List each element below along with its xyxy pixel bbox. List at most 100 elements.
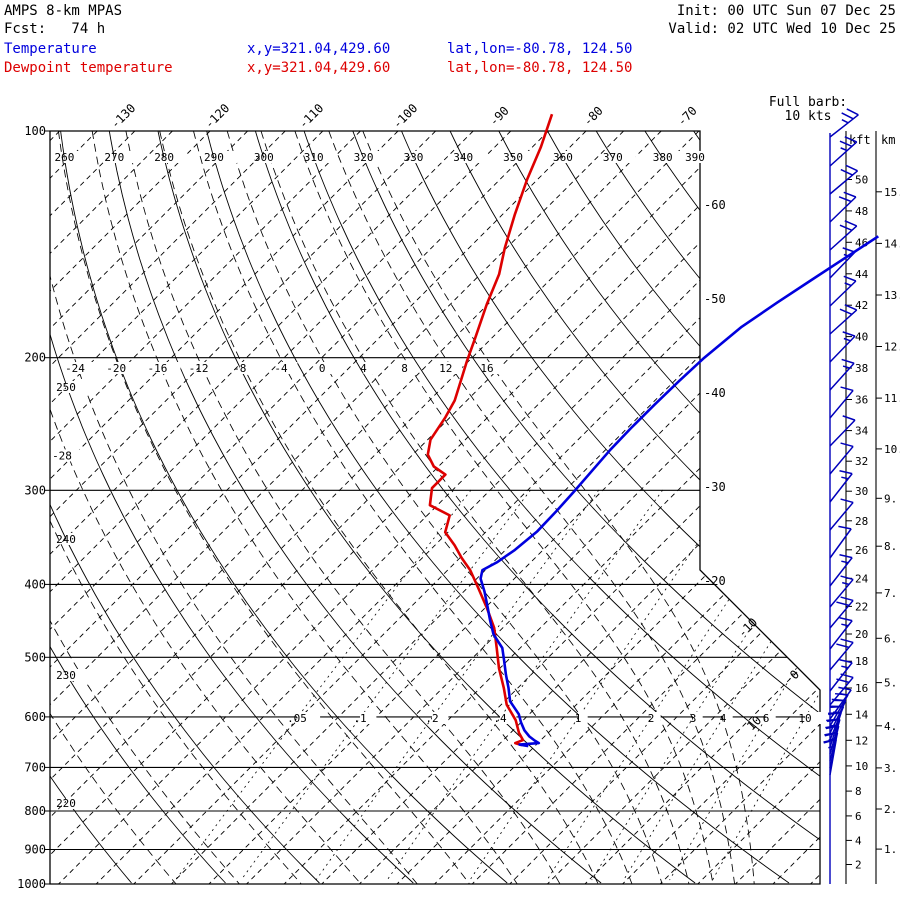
- thetaw-label: 8: [401, 362, 408, 375]
- pressure-tick-label: 200: [24, 351, 46, 365]
- temperature-legend-label: Temperature: [4, 41, 97, 57]
- mixing-ratio-label: 3: [690, 712, 697, 725]
- km-tick-label: 5.: [884, 677, 897, 690]
- isotherm-label-right: -30: [704, 480, 726, 494]
- isotherm-label-top: -90: [487, 104, 512, 129]
- kft-tick-label: 4: [855, 834, 862, 847]
- kft-tick-label: 16: [855, 682, 868, 695]
- thetaw-label: 0: [319, 362, 326, 375]
- theta-label-top: 290: [204, 151, 224, 164]
- km-tick-label: 7.: [884, 587, 897, 600]
- kft-tick-label: 12: [855, 734, 868, 747]
- km-tick-label: 12.: [884, 341, 900, 354]
- barb-legend-line2: 10 kts: [784, 109, 832, 124]
- pressure-tick-label: 1000: [17, 877, 46, 891]
- fcst-hour: Fcst: 74 h: [4, 21, 106, 37]
- pressure-tick-label: 900: [24, 843, 46, 857]
- dewpoint-latlon: lat,lon=-80.78, 124.50: [447, 60, 633, 76]
- km-tick-label: 4.: [884, 720, 897, 733]
- theta-label-top: 300: [254, 151, 274, 164]
- mixing-ratio-label: 6: [763, 712, 770, 725]
- kft-tick-label: 26: [855, 544, 868, 557]
- mixing-ratio-label: .4: [493, 712, 507, 725]
- kft-tick-label: 28: [855, 515, 868, 528]
- kft-tick-label: 20: [855, 628, 868, 641]
- km-tick-label: 3.: [884, 762, 897, 775]
- km-tick-label: 15.: [884, 186, 900, 199]
- theta-label-top: 310: [304, 151, 324, 164]
- altitude-scales: kft km50484644424038363432302826242220181…: [845, 131, 900, 884]
- thetaw-label: -20: [106, 362, 126, 375]
- theta-label-left: 240: [56, 533, 76, 546]
- km-tick-label: 13.: [884, 289, 900, 302]
- theta-label-left: 230: [56, 669, 76, 682]
- thetaw-label-left: -28: [52, 449, 72, 462]
- barb-legend-line1: Full barb:: [768, 95, 848, 110]
- kft-tick-label: 32: [855, 455, 868, 468]
- theta-label-top: 270: [104, 151, 124, 164]
- pressure-tick-label: 400: [24, 577, 46, 591]
- isotherm-label-diagonal: 10: [744, 713, 764, 733]
- pressure-tick-label: 500: [24, 650, 46, 664]
- mixing-ratio-lines: [175, 489, 820, 881]
- thetaw-label: 12: [439, 362, 452, 375]
- isotherm-label-right: -50: [704, 292, 726, 306]
- kft-tick-label: 40: [855, 331, 868, 344]
- theta-label-left: 220: [56, 797, 76, 810]
- dewpoint-xy: x,y=321.04,429.60: [247, 60, 391, 76]
- thetaw-label: -4: [274, 362, 288, 375]
- thetaw-label: 16: [480, 362, 493, 375]
- pressure-tick-label: 800: [24, 804, 46, 818]
- kft-tick-label: 22: [855, 600, 868, 613]
- isotherm-label-top: -80: [581, 104, 606, 129]
- km-tick-label: 10.: [884, 443, 900, 456]
- isotherm-label-right: -20: [704, 574, 726, 588]
- isotherm-label-top: -70: [675, 104, 700, 129]
- km-tick-label: 11.: [884, 392, 900, 405]
- kft-tick-label: 30: [855, 485, 868, 498]
- kft-tick-label: 8: [855, 785, 862, 798]
- valid-time: Valid: 02 UTC Wed 10 Dec 25: [668, 21, 896, 37]
- kft-tick-label: 48: [855, 205, 868, 218]
- dewpoint-legend-label: Dewpoint temperature: [4, 60, 173, 76]
- temperature-latlon: lat,lon=-80.78, 124.50: [447, 41, 633, 57]
- thetaw-label: -24: [65, 362, 85, 375]
- mixing-ratio-label: 1: [575, 712, 582, 725]
- kft-tick-label: 10: [855, 760, 868, 773]
- pressure-tick-label: 100: [24, 124, 46, 138]
- km-tick-label: 1.: [884, 843, 897, 856]
- model-name: AMPS 8-km MPAS: [4, 3, 123, 19]
- theta-label-top: 280: [154, 151, 174, 164]
- kft-tick-label: 34: [855, 425, 869, 438]
- mixing-ratio-labels: .05 .1 .2 .4 1 2 3 4 6 10: [287, 712, 822, 725]
- isotherm-label-right: -60: [704, 198, 726, 212]
- theta-label-top: 360: [553, 151, 573, 164]
- kft-tick-label: 44: [855, 268, 869, 281]
- mixing-ratio-label: .1: [353, 712, 366, 725]
- isotherm-label-top: -130: [108, 101, 138, 131]
- theta-label-top: 390: [685, 151, 705, 164]
- isotherm-label-top: -110: [296, 101, 326, 131]
- mixing-ratio-label: 10: [798, 712, 811, 725]
- mixing-ratio-label: 2: [648, 712, 655, 725]
- theta-label-top: 370: [603, 151, 623, 164]
- theta-label-top: 380: [653, 151, 673, 164]
- thetaw-label: -16: [147, 362, 167, 375]
- thetaw-label: -12: [189, 362, 209, 375]
- theta-label-top: 350: [503, 151, 523, 164]
- thetaw-label: -8: [233, 362, 246, 375]
- kft-tick-label: 36: [855, 394, 868, 407]
- temperature-curve: [479, 235, 880, 748]
- kft-tick-label: 42: [855, 299, 868, 312]
- theta-label-left: 250: [56, 381, 76, 394]
- wind-barbs: [823, 108, 859, 884]
- moist-adiabats: [50, 131, 755, 884]
- thetaw-labels: -24 -20 -16 -12 -8 -4 0 4 8 12 16 -28: [52, 362, 504, 462]
- pressure-tick-label: 300: [24, 483, 46, 497]
- theta-label-top: 340: [453, 151, 473, 164]
- thetaw-label: 4: [360, 362, 367, 375]
- mixing-ratio-label: 4: [720, 712, 727, 725]
- temperature-xy: x,y=321.04,429.60: [247, 41, 391, 57]
